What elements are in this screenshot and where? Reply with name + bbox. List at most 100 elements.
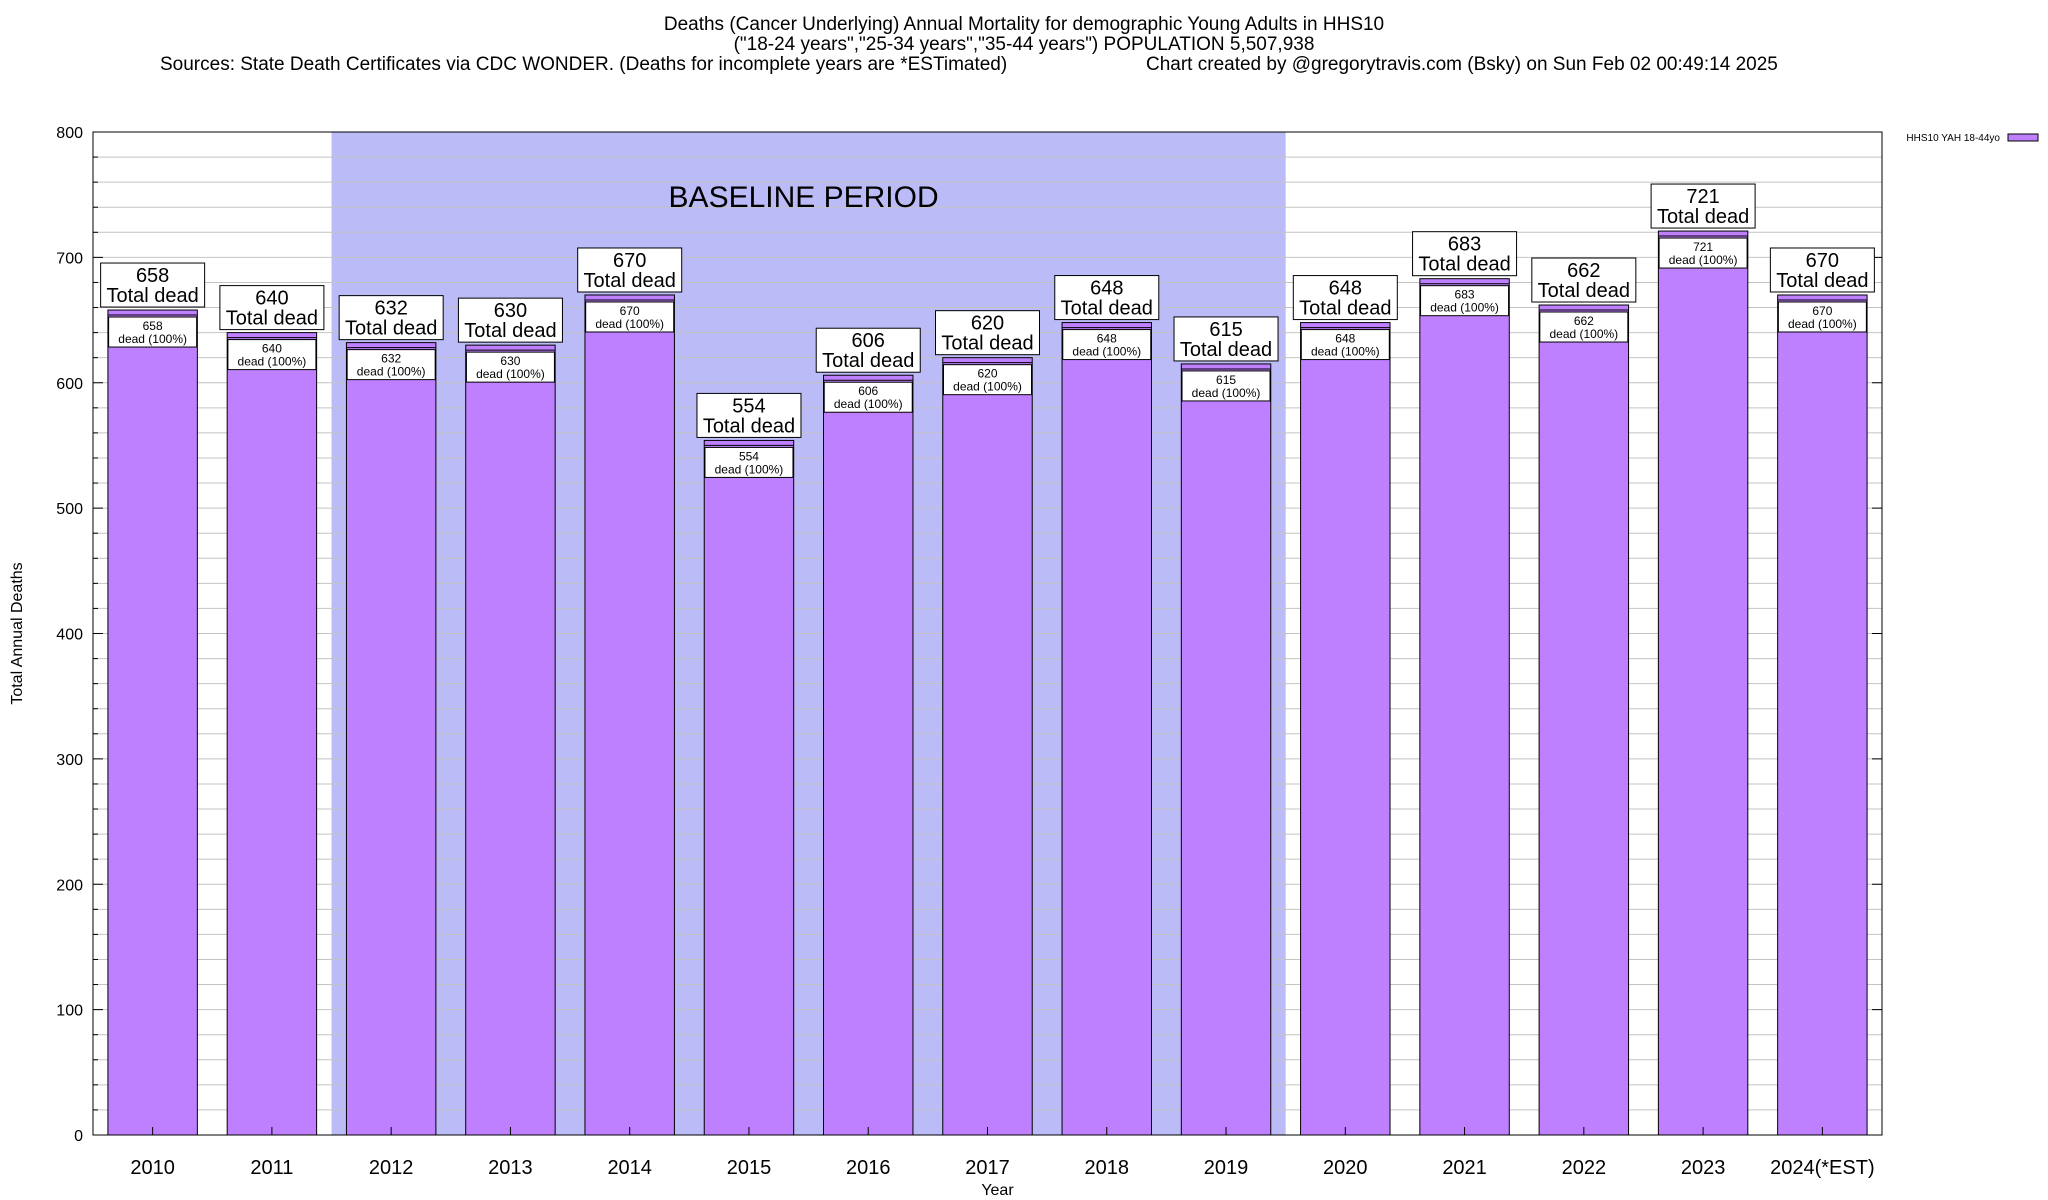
total-label-value: 630: [494, 300, 527, 322]
inner-label-box: [1420, 285, 1510, 317]
total-label-box: [815, 327, 921, 373]
total-label-value: 670: [1806, 250, 1839, 272]
total-label-box: [1173, 316, 1279, 362]
total-label-suffix: Total dead: [703, 415, 795, 437]
inner-label-suffix: dead (100%): [715, 462, 784, 476]
x-tick-label: 2011: [250, 1157, 293, 1179]
inner-label-box: [1181, 370, 1271, 402]
plot-border: [92, 131, 1883, 1136]
x-tick-label: 2022: [1562, 1157, 1607, 1179]
inner-label-value: 615: [1216, 373, 1236, 387]
total-label-suffix: Total dead: [822, 350, 914, 372]
total-label-value: 554: [732, 395, 765, 417]
bar-2015: [703, 439, 795, 1136]
total-label-suffix: Total dead: [941, 333, 1033, 355]
total-label-suffix: Total dead: [226, 308, 318, 330]
inner-label-value: 662: [1574, 314, 1594, 328]
total-label-suffix: Total dead: [1776, 270, 1868, 292]
inner-label-suffix: dead (100%): [1788, 317, 1857, 331]
total-label-value: 632: [374, 298, 407, 320]
inner-label-box: [1777, 301, 1867, 333]
total-label-box: [1650, 183, 1756, 229]
x-tick-label: 2020: [1323, 1157, 1368, 1179]
total-label-suffix: Total dead: [584, 270, 676, 292]
bar-2019: [1180, 363, 1272, 1136]
y-tick-label: 400: [56, 627, 83, 644]
x-tick-label: 2023: [1681, 1157, 1726, 1179]
inner-label-box: [943, 364, 1032, 396]
inner-label-suffix: dead (100%): [1311, 345, 1380, 359]
y-tick-label: 300: [56, 752, 83, 769]
bar-2022: [1538, 304, 1630, 1136]
total-label-box: [219, 285, 325, 331]
x-tick-label: 2017: [965, 1157, 1010, 1179]
inner-label-suffix: dead (100%): [118, 332, 187, 346]
total-label-value: 606: [852, 330, 885, 352]
total-label-box: [696, 392, 802, 438]
inner-label-value: 620: [977, 367, 997, 381]
total-label-value: 662: [1567, 260, 1600, 282]
total-label-value: 683: [1448, 234, 1481, 256]
x-tick-label: 2015: [727, 1157, 772, 1179]
total-label-value: 615: [1209, 319, 1242, 341]
y-tick-label: 500: [56, 501, 83, 518]
inner-label-value: 554: [739, 449, 759, 463]
inner-label-value: 640: [262, 342, 282, 356]
inner-label-value: 630: [500, 354, 520, 368]
total-label-suffix: Total dead: [106, 285, 198, 307]
inner-label-box: [1062, 329, 1152, 361]
y-tick-label: 700: [56, 250, 83, 267]
total-label-box: [100, 262, 206, 308]
chart-title-line-2: ("18-24 years","25-34 years","35-44 year…: [733, 34, 1315, 55]
total-label-box: [935, 310, 1040, 356]
inner-label-value: 658: [143, 319, 163, 333]
x-tick-label: 2024(*EST): [1770, 1157, 1875, 1179]
bar-2012: [345, 342, 437, 1136]
inner-label-box: [1300, 329, 1390, 361]
y-tick-label: 800: [56, 125, 83, 142]
chart-credit-text: Chart created by @gregorytravis.com (Bsk…: [1146, 54, 1778, 75]
total-label-suffix: Total dead: [1299, 298, 1391, 320]
x-tick-label: 2010: [130, 1157, 175, 1179]
x-axis-label: Year: [981, 1182, 1014, 1199]
inner-label-value: 670: [620, 304, 640, 318]
total-label-box: [1054, 275, 1160, 321]
inner-label-suffix: dead (100%): [476, 367, 545, 381]
bar-2021: [1419, 278, 1510, 1136]
legend-label: HHS10 YAH 18-44yo: [1906, 133, 2000, 144]
inner-label-box: [823, 381, 913, 413]
inner-label-suffix: dead (100%): [953, 380, 1022, 394]
total-label-box: [1769, 247, 1875, 293]
bar-2014: [584, 294, 675, 1136]
x-tick-label: 2016: [846, 1157, 891, 1179]
total-label-box: [1531, 257, 1637, 303]
bar-2013: [465, 344, 556, 1136]
total-label-box: [457, 297, 563, 343]
inner-label-box: [1539, 311, 1629, 343]
inner-label-value: 721: [1693, 240, 1713, 254]
total-label-box: [338, 295, 444, 341]
bar-2016: [823, 374, 914, 1136]
inner-label-suffix: dead (100%): [238, 355, 307, 369]
inner-label-value: 632: [381, 352, 401, 366]
inner-label-suffix: dead (100%): [1549, 327, 1618, 341]
bar-2018: [1061, 322, 1152, 1136]
total-label-suffix: Total dead: [1538, 280, 1630, 302]
inner-label-value: 606: [858, 384, 878, 398]
bar-2011: [226, 332, 318, 1136]
inner-label-value: 670: [1812, 304, 1832, 318]
x-tick-label: 2014: [607, 1157, 652, 1179]
bar-2010: [107, 309, 198, 1136]
total-label-suffix: Total dead: [345, 318, 437, 340]
inner-label-value: 648: [1097, 332, 1117, 346]
inner-label-value: 648: [1335, 332, 1355, 346]
inner-label-box: [704, 446, 794, 478]
bar-2020: [1300, 322, 1391, 1136]
x-tick-label: 2013: [488, 1157, 533, 1179]
x-tick-label: 2012: [369, 1157, 414, 1179]
x-tick-label: 2019: [1204, 1157, 1249, 1179]
total-label-value: 721: [1686, 186, 1719, 208]
total-label-suffix: Total dead: [1418, 254, 1510, 276]
